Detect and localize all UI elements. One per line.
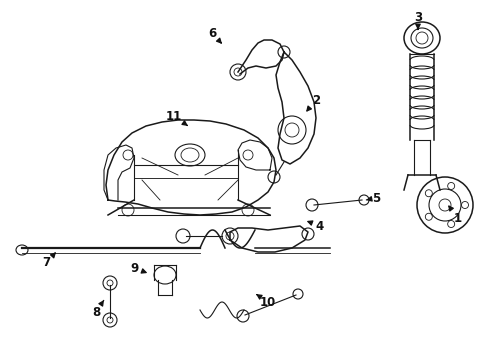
Text: 4: 4 — [308, 220, 324, 233]
Text: 9: 9 — [130, 261, 146, 274]
Text: 5: 5 — [367, 192, 380, 204]
Text: 10: 10 — [257, 294, 276, 309]
Text: 1: 1 — [449, 206, 462, 225]
Text: 8: 8 — [92, 300, 104, 319]
Text: 7: 7 — [42, 253, 55, 270]
Text: 6: 6 — [208, 27, 221, 43]
Text: 11: 11 — [166, 109, 187, 126]
Text: 2: 2 — [307, 94, 320, 111]
Text: 3: 3 — [414, 10, 422, 29]
